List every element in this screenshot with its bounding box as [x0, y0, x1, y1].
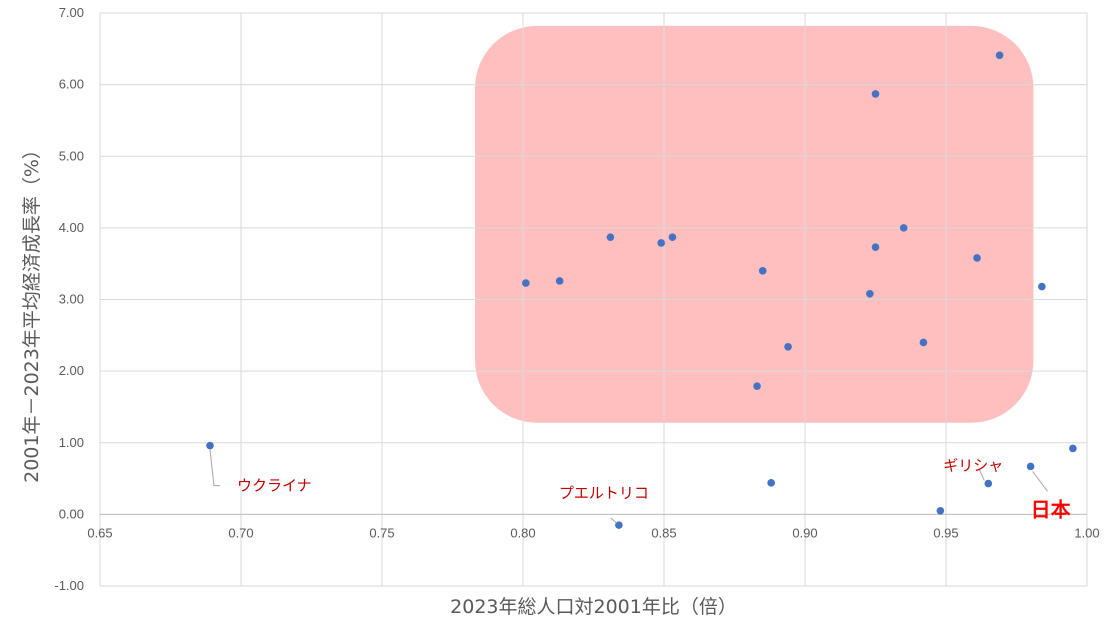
highlight-region [475, 25, 1034, 423]
x-tick-label: 0.80 [510, 525, 535, 540]
data-point [1026, 462, 1035, 471]
annotation-label: 日本 [1031, 497, 1071, 521]
annotation-leader-line [610, 517, 618, 524]
data-point [668, 233, 677, 241]
data-point [1069, 444, 1077, 453]
data-point [984, 479, 993, 488]
y-axis-title: 2001年－2023年平均経済成長率（%） [21, 140, 43, 483]
x-tick-label: 0.70 [228, 525, 253, 540]
data-point [899, 224, 908, 232]
annotation-leader-line [1032, 471, 1048, 492]
y-tick-label: 6.00 [59, 77, 84, 92]
annotation-label: プエルトリコ [559, 484, 649, 502]
data-point [871, 90, 880, 98]
x-tick-label: 1.00 [1074, 525, 1099, 540]
data-point [1038, 282, 1046, 291]
x-axis-title: 2023年総人口対2001年比（倍） [450, 596, 737, 618]
x-tick-label: 0.85 [651, 525, 676, 540]
data-point [606, 233, 615, 241]
data-point [522, 279, 530, 287]
annotation-label: ギリシャ [943, 457, 1003, 475]
data-point [753, 382, 761, 390]
y-tick-label: 1.00 [59, 435, 84, 450]
data-point [758, 267, 767, 275]
y-tick-label: -1.00 [54, 578, 84, 593]
annotation-leader-line [209, 449, 220, 487]
data-point [936, 506, 945, 515]
x-tick-label: 0.95 [933, 525, 958, 540]
data-point [657, 239, 665, 247]
y-tick-label: 2.00 [59, 363, 84, 378]
x-tick-label: 0.90 [792, 525, 817, 540]
annotation-label: ウクライナ [237, 477, 312, 495]
data-point [919, 338, 928, 347]
y-tick-label: 4.00 [59, 220, 84, 235]
data-point [995, 51, 1004, 60]
data-point [866, 289, 874, 298]
data-point [206, 441, 214, 450]
y-tick-label: 7.00 [59, 5, 84, 20]
data-point [767, 479, 775, 487]
x-tick-label: 0.75 [369, 525, 394, 540]
y-tick-label: 3.00 [59, 292, 84, 307]
data-point [615, 521, 623, 529]
data-point [784, 342, 792, 351]
data-point [555, 277, 564, 285]
x-tick-label: 0.65 [87, 525, 112, 540]
annotation-leader-line [978, 469, 985, 481]
data-point [871, 243, 880, 252]
y-tick-label: 5.00 [59, 148, 84, 163]
data-point [973, 254, 981, 262]
y-tick-label: 0.00 [59, 506, 84, 521]
